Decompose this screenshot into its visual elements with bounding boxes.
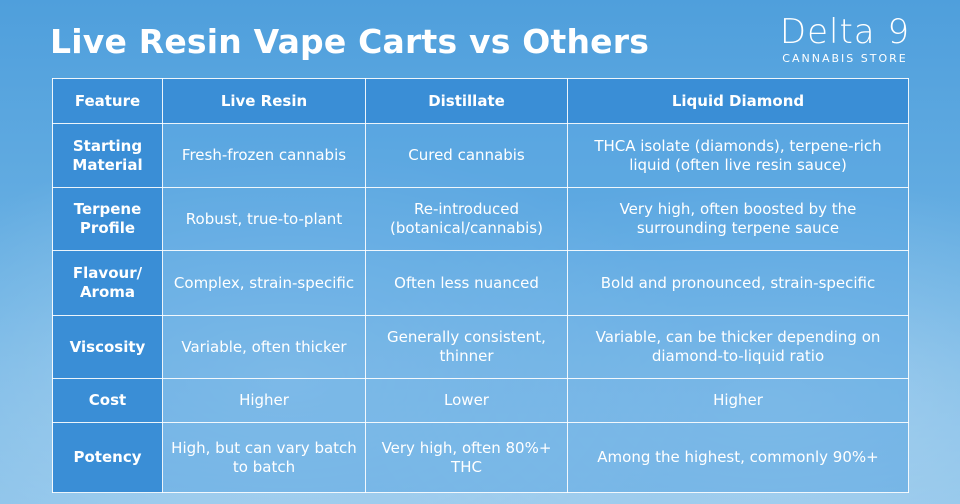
column-header: Liquid Diamond: [567, 78, 909, 124]
column-header: Distillate: [365, 78, 568, 124]
table-cell: Often less nuanced: [365, 250, 568, 316]
row-header: Flavour/ Aroma: [52, 250, 163, 316]
table-cell: Very high, often 80%+ THC: [365, 422, 568, 493]
table-cell: High, but can vary batch to batch: [162, 422, 366, 493]
row-header: Terpene Profile: [52, 187, 163, 251]
table-row: Starting Material Fresh-frozen cannabis Cu…: [52, 123, 909, 188]
table-cell: Higher: [162, 378, 366, 423]
table-cell: THCA isolate (diamonds), terpene-rich li…: [567, 123, 909, 188]
title: Live Resin Vape Carts vs Others: [50, 22, 650, 61]
table-cell: Complex, strain-specific: [162, 250, 366, 316]
table-row: Potency High, but can vary batch to batch…: [52, 422, 909, 493]
table-cell: Variable, often thicker: [162, 315, 366, 379]
table-cell: Lower: [365, 378, 568, 423]
column-header: Live Resin: [162, 78, 366, 124]
table-cell: Cured cannabis: [365, 123, 568, 188]
row-header: Starting Material: [52, 123, 163, 188]
table-cell: Very high, often boosted by the surround…: [567, 187, 909, 251]
comparison-table: Feature Live Resin Distillate Liquid Diamon…: [52, 78, 909, 493]
header-row: Feature Live Resin Distillate Liquid Diamon…: [52, 78, 909, 124]
column-header: Feature: [52, 78, 163, 124]
table-row: Terpene Profile Robust, true-to-plant Re-i…: [52, 187, 909, 251]
table-cell: Among the highest, commonly 90%+: [567, 422, 909, 493]
table-cell: Higher: [567, 378, 909, 423]
table-row: Flavour/ Aroma Complex, strain-specific Of…: [52, 250, 909, 316]
row-header: Potency: [52, 422, 163, 493]
row-header: Cost: [52, 378, 163, 423]
logo-name: Delta 9: [779, 12, 911, 52]
logo-subtitle: CANNABIS STORE: [782, 52, 908, 65]
logo: Delta 9 CANNABIS STORE: [770, 12, 920, 65]
table-cell: Variable, can be thicker depending on di…: [567, 315, 909, 379]
table-cell: Generally consistent, thinner: [365, 315, 568, 379]
table-cell: Fresh-frozen cannabis: [162, 123, 366, 188]
table-cell: Re-introduced (botanical/cannabis): [365, 187, 568, 251]
table-row: Cost Higher Lower Higher: [52, 378, 909, 423]
table-cell: Robust, true-to-plant: [162, 187, 366, 251]
row-header: Viscosity: [52, 315, 163, 379]
table-cell: Bold and pronounced, strain-specific: [567, 250, 909, 316]
table-row: Viscosity Variable, often thicker Generall…: [52, 315, 909, 379]
